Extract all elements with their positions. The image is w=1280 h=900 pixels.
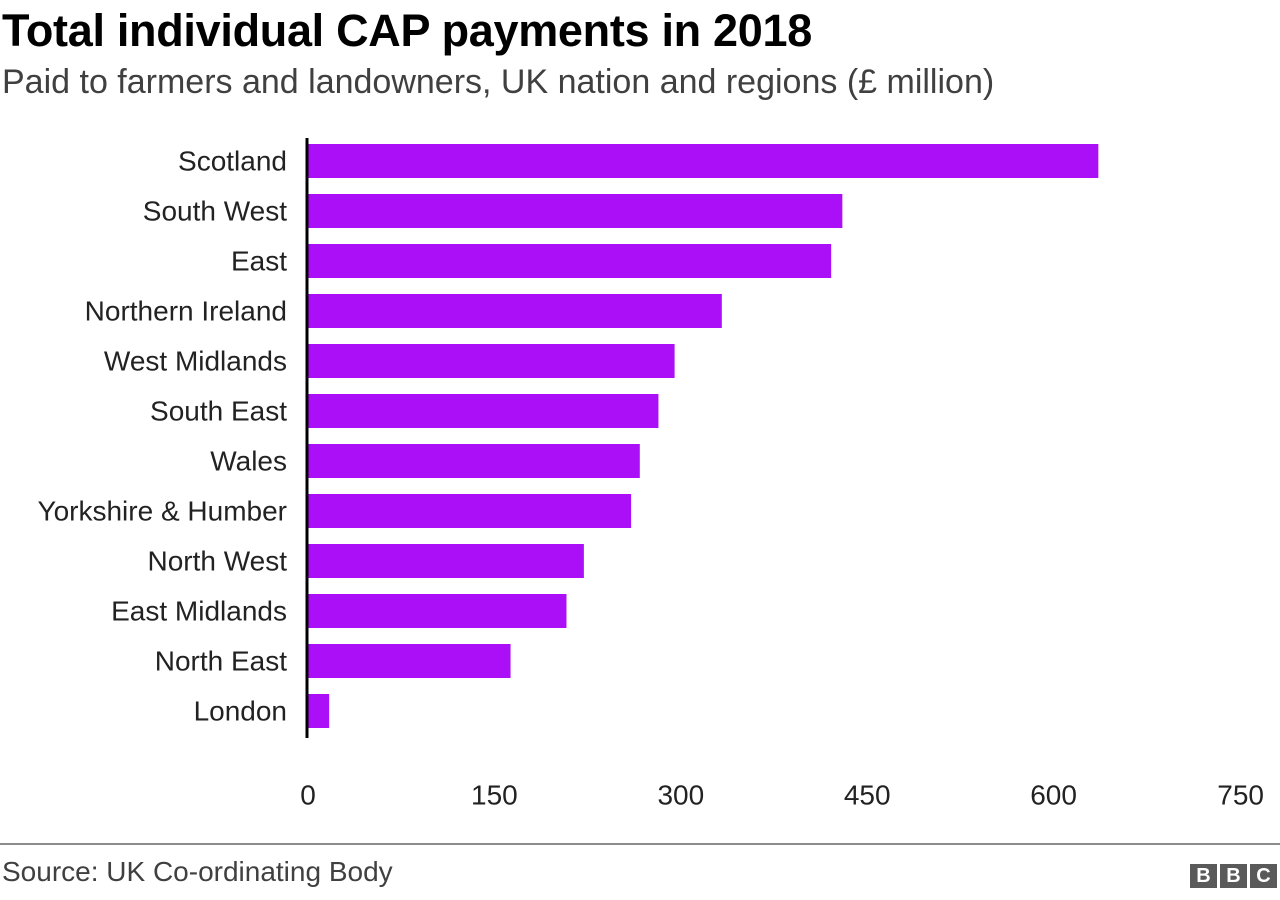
bar [308,294,722,328]
category-label: Wales [210,446,287,477]
bar [308,594,567,628]
bar [308,194,843,228]
category-label: South West [143,196,287,227]
bar [308,644,511,678]
category-label: North East [155,646,287,677]
category-label: London [194,696,287,727]
category-label: East [231,246,287,277]
chart-title: Total individual CAP payments in 2018 [2,5,812,56]
x-tick-label: 300 [657,780,704,811]
x-tick-label: 750 [1217,780,1264,811]
bbc-logo-letter: B [1190,864,1217,888]
category-label: Yorkshire & Humber [37,496,287,527]
chart-subtitle: Paid to farmers and landowners, UK natio… [2,63,995,101]
category-label: North West [147,546,287,577]
x-tick-label: 0 [300,780,316,811]
bbc-logo: B B C [1190,864,1277,888]
bar [308,544,584,578]
x-tick-label: 450 [844,780,891,811]
bar [308,144,1099,178]
bbc-logo-letter: B [1220,864,1247,888]
x-tick-label: 150 [471,780,518,811]
category-label: Northern Ireland [85,296,287,327]
bar [308,244,832,278]
footer-divider [0,843,1280,845]
bar [308,394,659,428]
category-label: East Midlands [111,596,287,627]
category-label: South East [150,396,287,427]
bar [308,344,675,378]
source-note: Source: UK Co-ordinating Body [2,856,393,887]
bar [308,444,640,478]
bbc-logo-letter: C [1250,864,1277,888]
category-label: West Midlands [104,346,287,377]
bar [308,694,330,728]
category-label: Scotland [178,146,287,177]
bar [308,494,632,528]
x-tick-label: 600 [1030,780,1077,811]
